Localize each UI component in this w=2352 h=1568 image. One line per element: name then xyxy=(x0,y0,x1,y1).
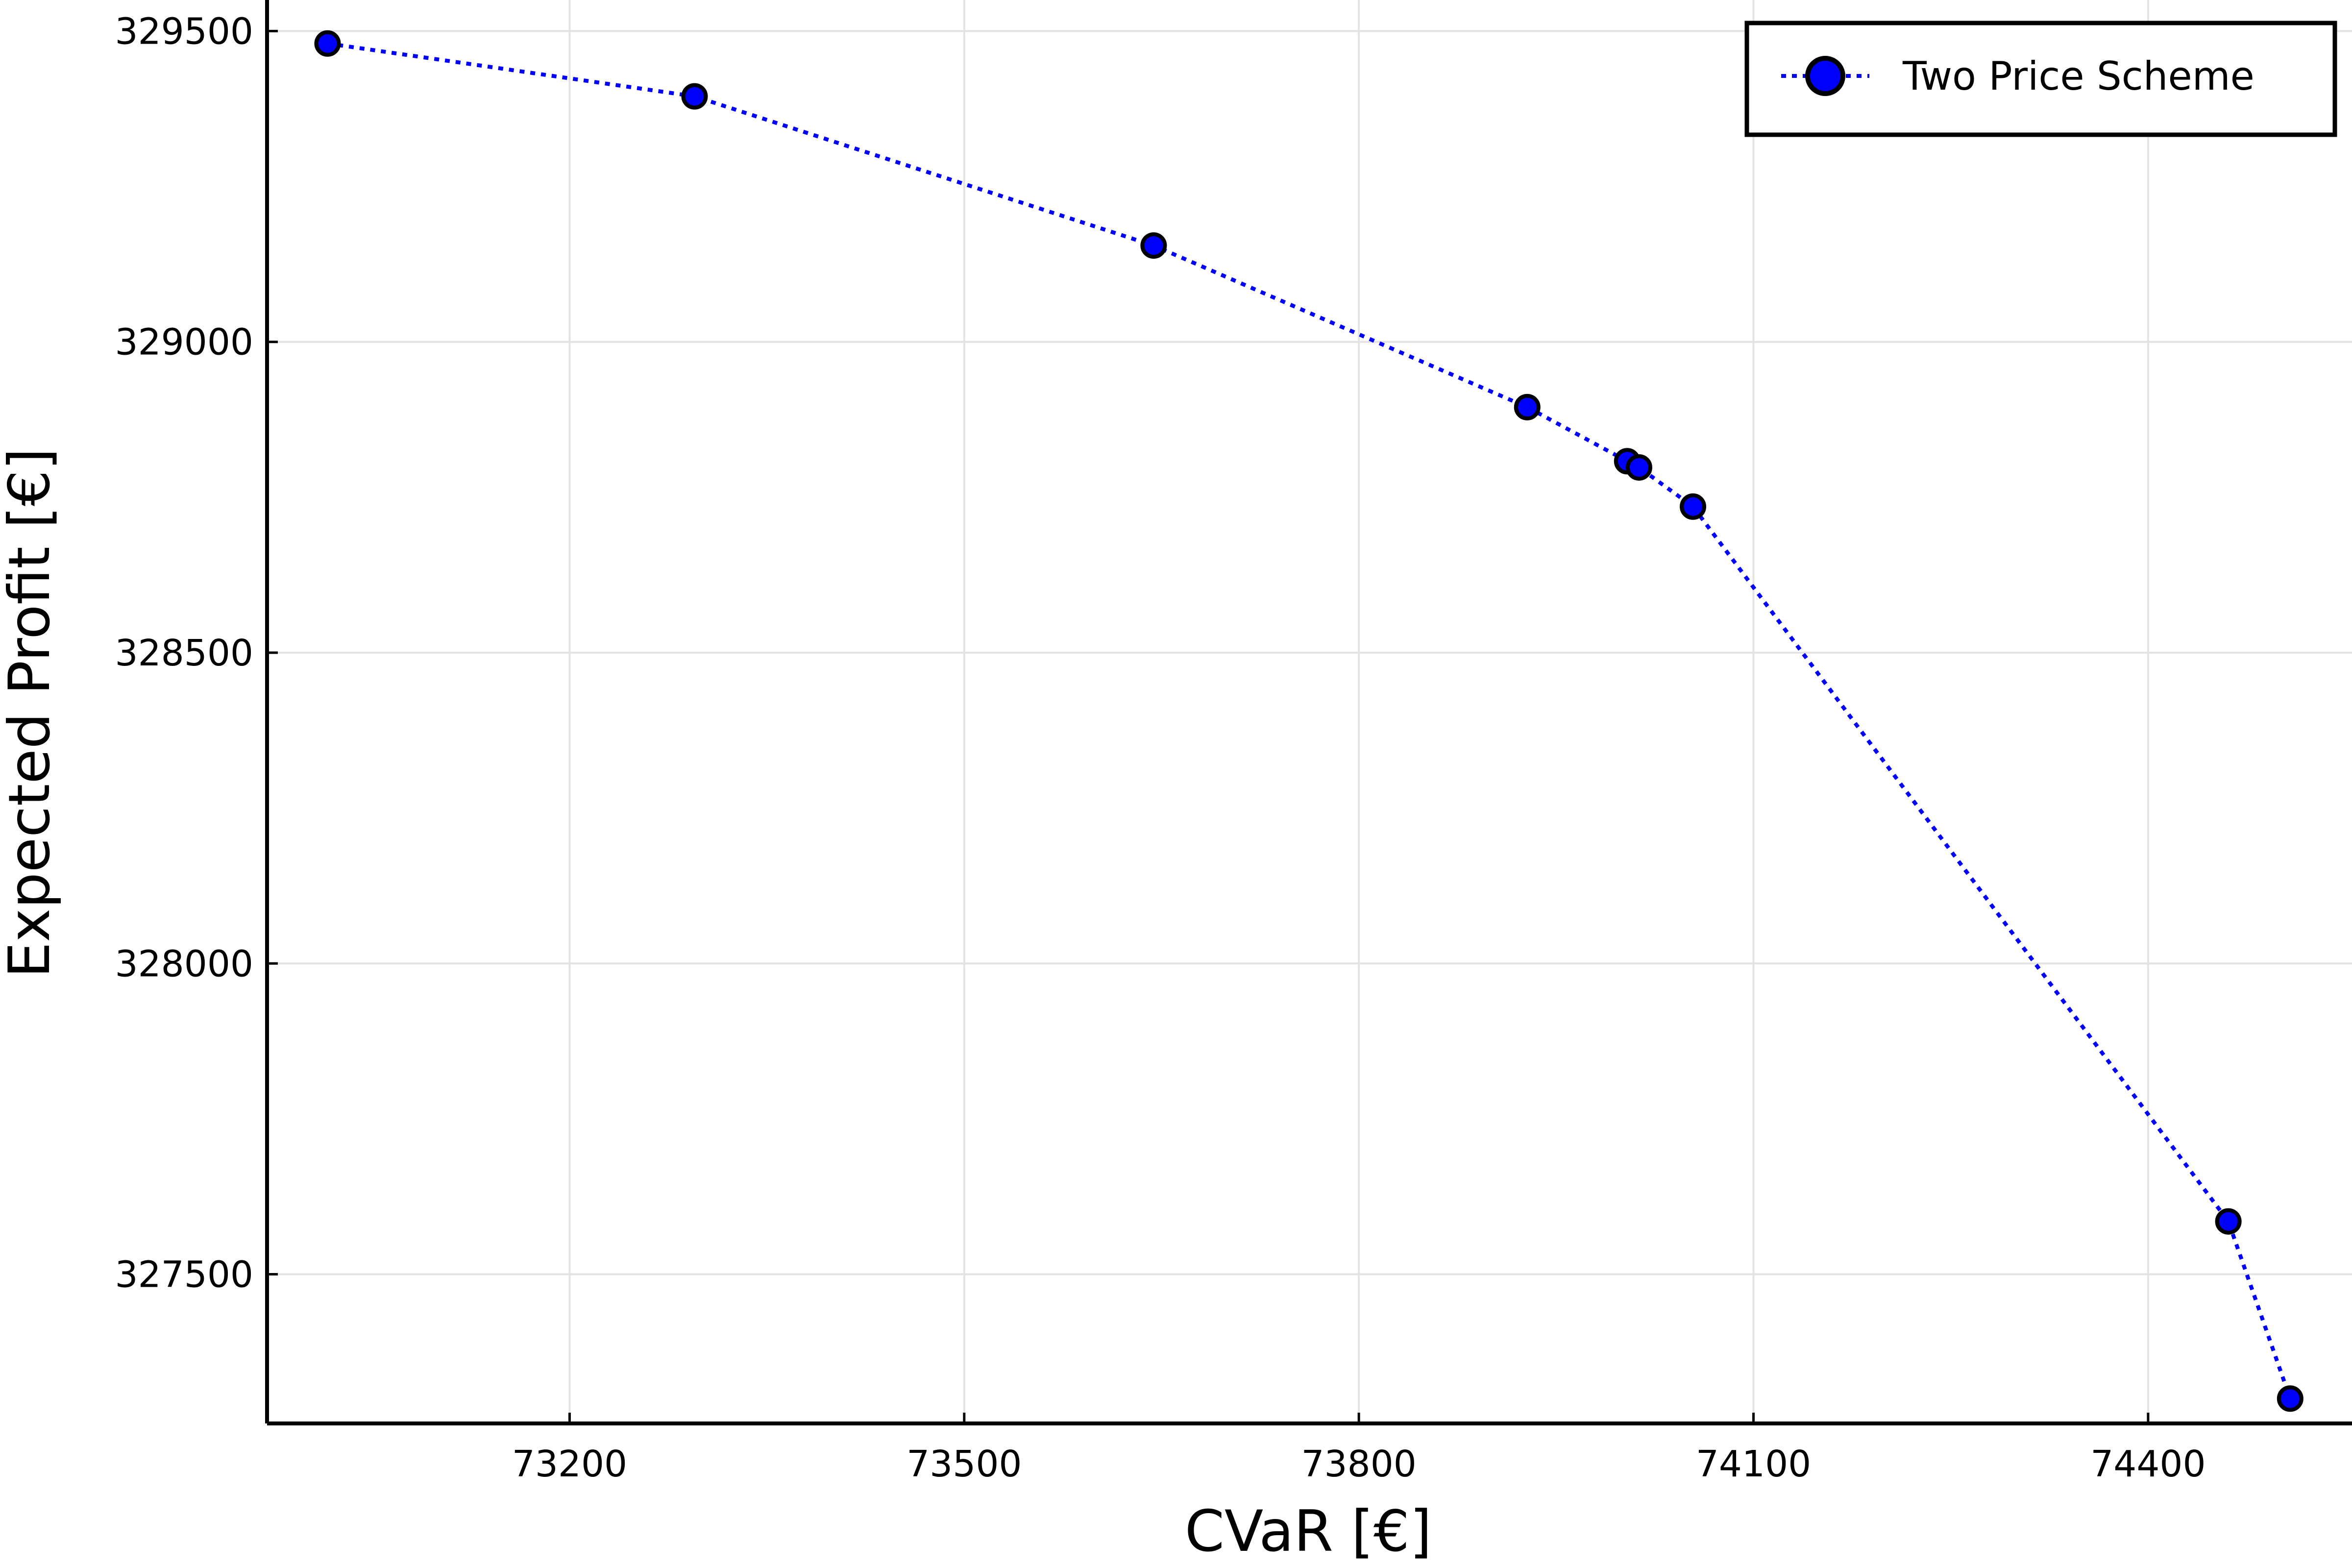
x-axis-title: CVaR [€] xyxy=(1185,1498,1432,1565)
legend: Two Price Scheme xyxy=(1744,21,2337,137)
y-tick-label: 327500 xyxy=(115,1254,254,1296)
series-markers xyxy=(314,30,2303,1412)
x-tick-label: 73500 xyxy=(906,1443,1022,1485)
x-tick-label: 73200 xyxy=(512,1443,627,1485)
y-axis-ticks: 327500 328000 328500 329000 329500 xyxy=(115,10,278,1296)
y-tick-label: 328500 xyxy=(115,632,254,674)
legend-label: Two Price Scheme xyxy=(1902,53,2254,99)
data-point xyxy=(681,83,708,110)
data-point xyxy=(1514,393,1541,420)
data-point xyxy=(1680,493,1707,520)
data-point xyxy=(314,30,341,57)
x-tick-label: 74400 xyxy=(2090,1443,2205,1485)
x-axis-ticks: 73200 73500 73800 74100 74400 xyxy=(512,1413,2206,1485)
y-tick-label: 328000 xyxy=(115,943,254,985)
data-point xyxy=(2215,1208,2242,1235)
x-tick-label: 73800 xyxy=(1301,1443,1416,1485)
data-point xyxy=(1140,232,1167,259)
series-line-two-price-scheme xyxy=(327,41,2292,1399)
y-tick-label: 329000 xyxy=(115,321,254,364)
data-point xyxy=(2277,1385,2303,1412)
x-tick-label: 74100 xyxy=(1696,1443,1811,1485)
x-gridlines xyxy=(568,0,2149,1423)
y-tick-label: 329500 xyxy=(115,10,254,52)
y-axis-title: Expected Profit [€] xyxy=(0,448,63,978)
data-point xyxy=(1625,454,1652,481)
y-gridlines xyxy=(267,30,2352,1275)
legend-marker xyxy=(1805,56,1845,96)
